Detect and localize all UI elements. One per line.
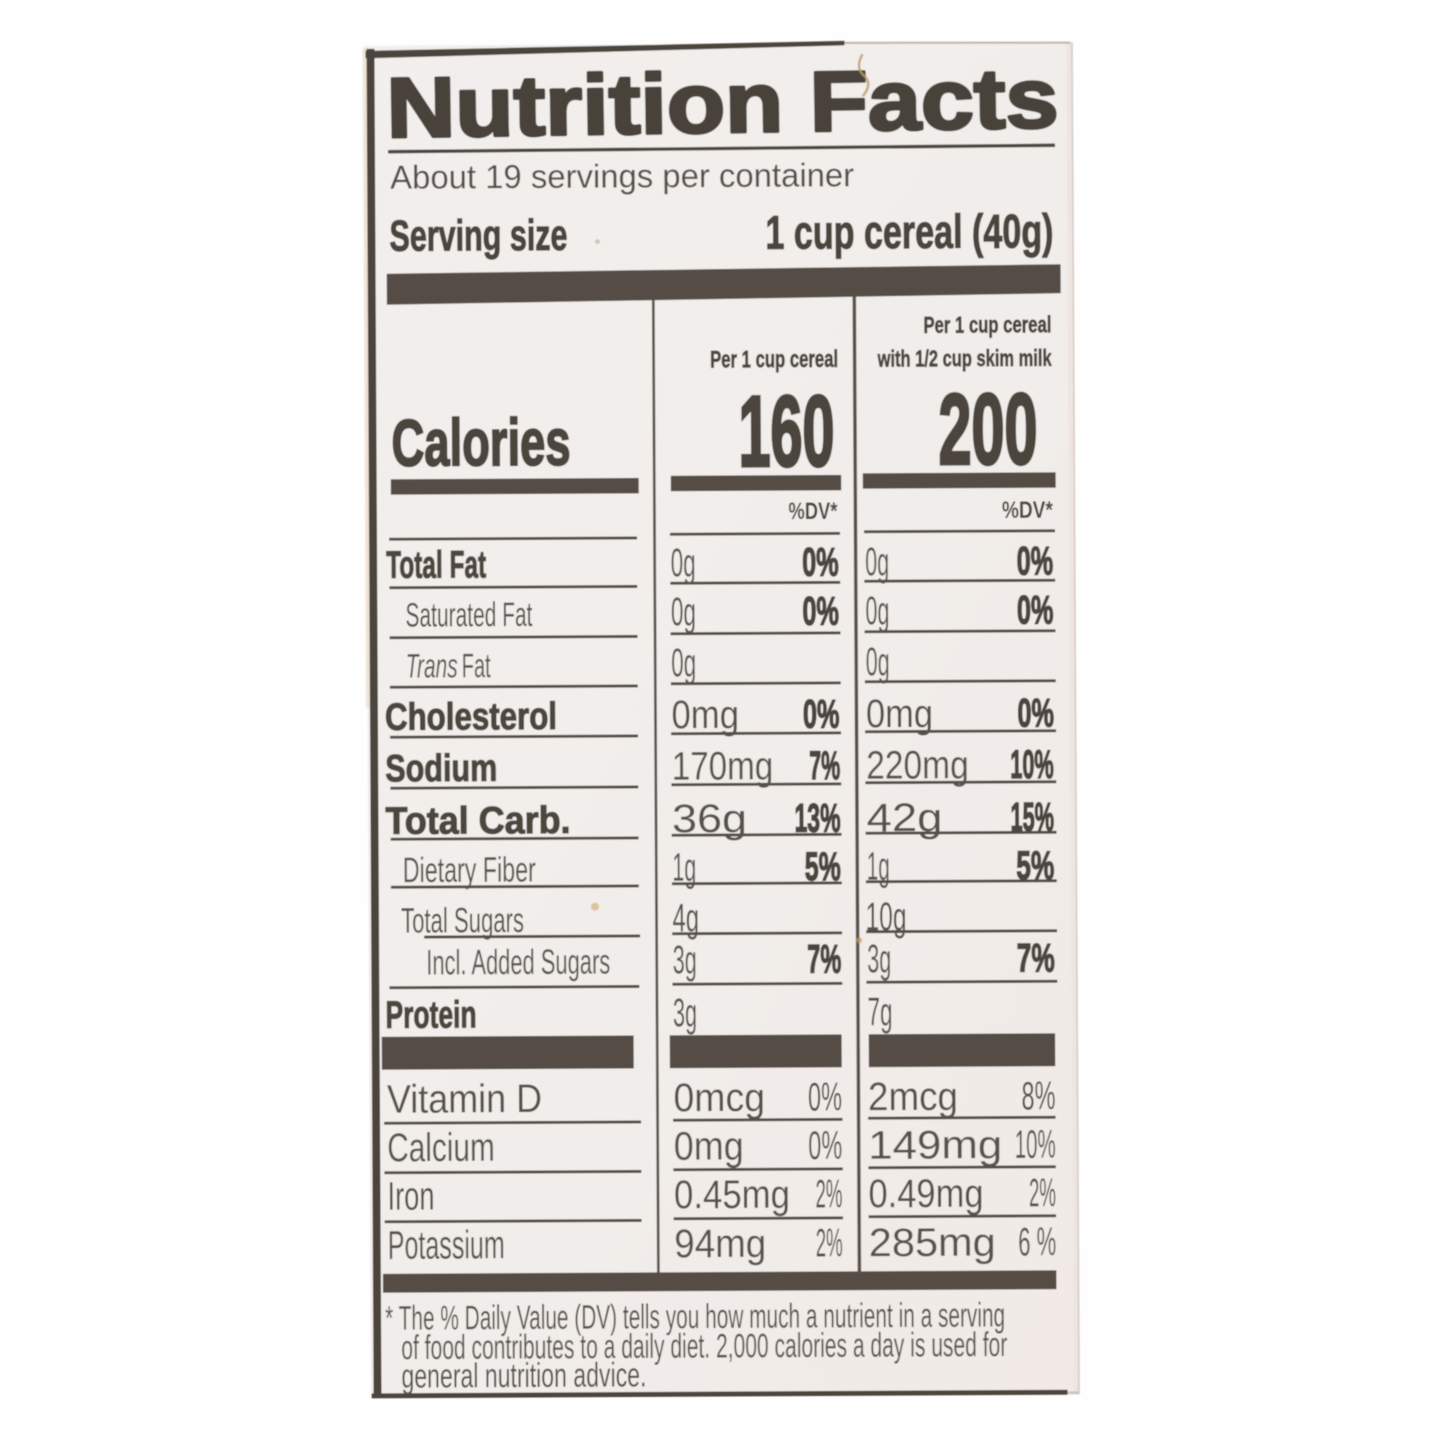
svg-text:0%: 0% <box>802 540 839 584</box>
svg-text:%DV*: %DV* <box>1002 497 1054 524</box>
svg-text:1g: 1g <box>672 846 696 890</box>
svg-text:200: 200 <box>938 373 1038 486</box>
svg-text:Cholesterol: Cholesterol <box>385 696 557 739</box>
svg-text:0%: 0% <box>1017 539 1054 583</box>
svg-text:Dietary Fiber: Dietary Fiber <box>403 850 536 890</box>
svg-text:0g: 0g <box>865 589 889 633</box>
svg-text:0.45mg: 0.45mg <box>674 1173 790 1218</box>
svg-text:Calories: Calories <box>391 405 570 480</box>
svg-text:Total Sugars: Total Sugars <box>401 901 524 941</box>
svg-text:general nutrition advice.: general nutrition advice. <box>401 1356 646 1395</box>
svg-text:160: 160 <box>738 375 835 488</box>
svg-text:10%: 10% <box>1015 1123 1056 1167</box>
svg-text:Protein: Protein <box>385 994 476 1036</box>
svg-text:Sodium: Sodium <box>385 748 497 791</box>
svg-text:0g: 0g <box>671 590 696 634</box>
svg-text:0%: 0% <box>1017 588 1054 632</box>
svg-text:0g: 0g <box>671 541 696 585</box>
svg-text:42g: 42g <box>866 796 942 840</box>
svg-text:1 cup cereal (40g): 1 cup cereal (40g) <box>765 204 1053 259</box>
svg-text:0%: 0% <box>808 1124 842 1168</box>
svg-text:7g: 7g <box>867 990 892 1034</box>
svg-text:36g: 36g <box>672 797 747 841</box>
svg-text:0g: 0g <box>866 640 890 684</box>
svg-text:Serving size: Serving size <box>389 211 567 261</box>
svg-text:285mg: 285mg <box>869 1221 996 1266</box>
svg-text:0g: 0g <box>671 641 696 685</box>
svg-text:170mg: 170mg <box>672 744 774 789</box>
svg-text:2%: 2% <box>1029 1171 1056 1215</box>
svg-text:220mg: 220mg <box>866 743 969 788</box>
svg-text:Vitamin D: Vitamin D <box>387 1077 542 1122</box>
svg-text:Saturated Fat: Saturated Fat <box>405 596 533 635</box>
svg-text:3g: 3g <box>867 937 891 981</box>
svg-text:2%: 2% <box>816 1221 843 1265</box>
svg-text:Iron: Iron <box>387 1175 434 1219</box>
svg-text:Fat: Fat <box>462 647 492 685</box>
svg-text:0g: 0g <box>865 540 889 584</box>
svg-text:Calcium: Calcium <box>387 1126 495 1171</box>
svg-text:with 1/2 cup skim milk: with 1/2 cup skim milk <box>877 345 1052 372</box>
svg-text:Nutrition Facts: Nutrition Facts <box>386 51 1059 156</box>
svg-text:%DV*: %DV* <box>788 498 838 525</box>
svg-text:About 19 servings per containe: About 19 servings per container <box>390 156 854 195</box>
svg-text:Incl. Added Sugars: Incl. Added Sugars <box>426 943 610 983</box>
svg-text:Per 1 cup cereal: Per 1 cup cereal <box>923 311 1051 338</box>
svg-text:7%: 7% <box>1017 936 1055 980</box>
svg-text:4g: 4g <box>672 896 699 940</box>
svg-text:0mcg: 0mcg <box>673 1076 765 1120</box>
svg-text:2mcg: 2mcg <box>868 1075 958 1119</box>
svg-text:10%: 10% <box>1010 743 1054 787</box>
svg-text:* The % Daily Value (DV) tells: * The % Daily Value (DV) tells you how m… <box>385 1297 1005 1338</box>
svg-text:0mg: 0mg <box>674 1124 744 1168</box>
svg-text:3g: 3g <box>673 991 697 1035</box>
svg-text:2%: 2% <box>815 1172 842 1216</box>
svg-text:7%: 7% <box>807 937 841 981</box>
svg-text:3g: 3g <box>673 938 697 982</box>
svg-text:10g: 10g <box>865 895 906 939</box>
svg-text:Potassium: Potassium <box>388 1223 505 1268</box>
svg-text:Trans: Trans <box>406 647 458 685</box>
svg-text:13%: 13% <box>794 796 840 840</box>
svg-text:of food contributes to a daily: of food contributes to a daily diet. 2,0… <box>401 1326 1007 1367</box>
svg-text:0%: 0% <box>803 692 840 736</box>
svg-text:94mg: 94mg <box>674 1222 766 1266</box>
svg-text:15%: 15% <box>1010 795 1054 839</box>
svg-text:5%: 5% <box>1016 844 1054 888</box>
svg-text:149mg: 149mg <box>868 1123 1002 1168</box>
svg-text:Total Fat: Total Fat <box>386 544 486 587</box>
svg-text:0mg: 0mg <box>866 692 933 736</box>
svg-text:0mg: 0mg <box>671 693 739 737</box>
svg-text:5%: 5% <box>805 845 841 889</box>
svg-text:0.49mg: 0.49mg <box>868 1172 983 1217</box>
svg-text:0%: 0% <box>808 1075 842 1119</box>
svg-text:8%: 8% <box>1021 1074 1055 1118</box>
svg-text:Total Carb.: Total Carb. <box>385 800 570 843</box>
svg-text:0%: 0% <box>1017 691 1054 735</box>
svg-text:1g: 1g <box>867 845 890 889</box>
svg-text:Per 1 cup cereal: Per 1 cup cereal <box>710 346 838 374</box>
svg-text:6 %: 6 % <box>1018 1220 1056 1264</box>
svg-text:7%: 7% <box>809 744 840 788</box>
svg-text:0%: 0% <box>802 589 839 633</box>
